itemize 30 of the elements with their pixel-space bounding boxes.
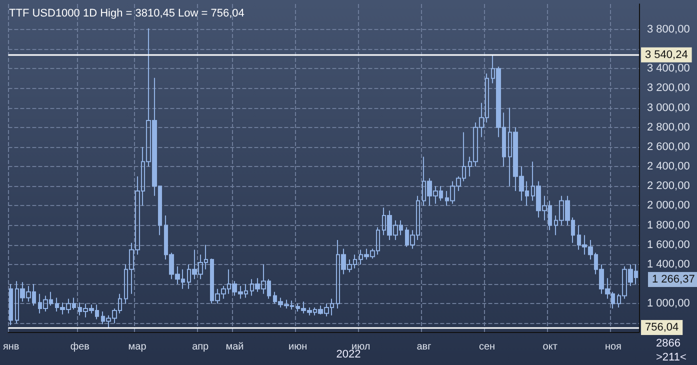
y-tick-label: 1 600,00 [647,238,690,251]
x-tick-label: мар [128,342,147,352]
text: >211< [656,352,686,364]
x-tick-label: июн [288,342,308,352]
x-tick-label: апр [192,342,210,352]
x-tick-label: авг [416,342,432,352]
chart-title: TTF USD1000 1D High = 3810,45 Low = 756,04 [9,8,244,20]
y-tick-label: 3 400,00 [647,62,690,75]
text: 1 266,37 [652,274,695,286]
y-tick-label: 2 000,00 [647,200,690,212]
y-tick-label: 3 000,00 [647,102,690,114]
y-tick-label: 2 800,00 [647,121,690,134]
x-tick-label: окт [542,342,558,352]
x-tick-label: ноя [604,342,622,352]
y-tick-label: 3 200,00 [647,82,690,94]
candlestick [9,284,13,326]
x-tick-label: фев [70,342,90,352]
y-tick-label: 2 600,00 [647,140,690,153]
y-tick-label: 1 000,00 [647,298,690,310]
y-tick-label: 1 400,00 [647,258,690,270]
ref-line-label: 756,04 [645,321,679,334]
ref-line-label: 3 540,24 [645,48,688,61]
y-tick-label: 3 800,00 [647,23,690,36]
y-tick-label: 2 400,00 [647,160,690,173]
y-tick-label: 1 800,00 [647,219,690,232]
x-tick-label: сен [478,342,496,352]
y-tick-label: 2 200,00 [647,180,690,192]
text: 2866 [656,338,680,350]
x-tick-label: янв [2,342,20,352]
x-tick-label: май [226,342,244,352]
